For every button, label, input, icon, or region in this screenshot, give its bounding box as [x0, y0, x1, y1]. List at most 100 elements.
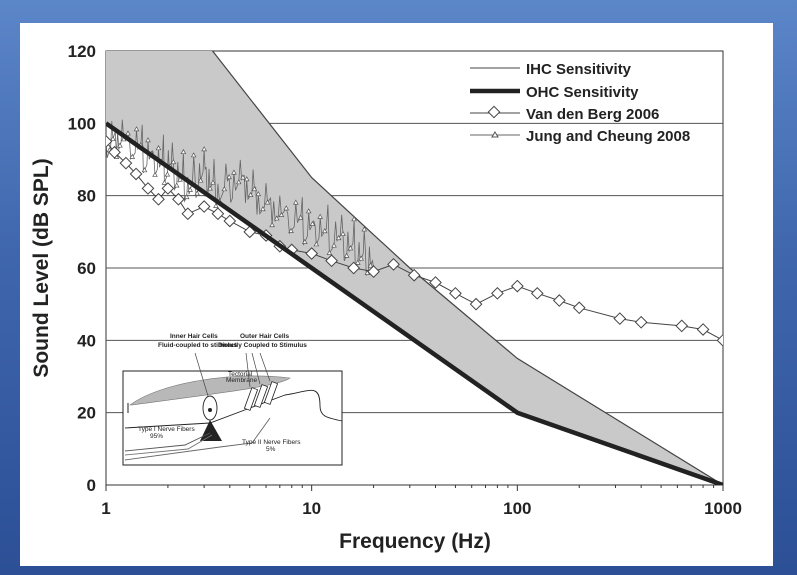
x-tick-label: 10 [302, 499, 321, 518]
jung-cheung-point [326, 249, 333, 255]
y-tick-label: 40 [77, 331, 96, 350]
van-den-berg-point [347, 261, 361, 275]
ohc-pointer-1 [245, 352, 251, 388]
jung-cheung-point [221, 186, 228, 192]
van-den-berg-point [108, 145, 121, 159]
jung-cheung-point [255, 190, 262, 197]
van-den-berg-point [634, 315, 648, 329]
van-den-berg-point [510, 279, 524, 293]
jung-cheung-point [302, 238, 308, 244]
outer-hair-cell-1 [243, 387, 259, 411]
tectorial-membrane-shape [129, 375, 291, 406]
jung-cheung-point [152, 171, 158, 177]
van-den-berg-point [181, 207, 195, 221]
inset-ohc-title: Outer Hair Cells [240, 333, 290, 340]
jung-cheung-point [343, 252, 350, 258]
van-den-berg-point [119, 156, 133, 170]
jung-cheung-point [145, 137, 151, 143]
jung-cheung-point [269, 221, 275, 228]
jung-cheung-point [133, 126, 140, 132]
jung-cheung-point [180, 148, 187, 155]
type1-fiber-a [124, 432, 211, 452]
inset-frame [122, 370, 343, 466]
ihc-sensitivity-line [211, 51, 723, 485]
jung-cheung-point [110, 135, 116, 141]
van-den-berg-point [696, 323, 710, 336]
van-den-berg-point [675, 319, 689, 333]
van-den-berg-point [325, 254, 338, 268]
jung-cheung-point [243, 176, 250, 182]
van-den-berg-point [152, 192, 165, 206]
legend-marker-jung [491, 131, 499, 138]
jung-cheung-point [141, 167, 148, 173]
ohc-sensitivity-line [106, 121, 723, 485]
ohc-pointer-2 [251, 352, 261, 385]
jung-cheung-point [125, 130, 131, 136]
jung-cheung-point [358, 255, 364, 261]
van-den-berg-point [387, 258, 400, 271]
van-den-berg-point [106, 135, 113, 148]
chart-panel: 0 20 40 60 80 100 120 1 10 100 1000 Frequency (Hz)… [20, 23, 773, 566]
jung-cheung-point [278, 211, 285, 217]
outer-hair-cell-2 [253, 384, 269, 408]
jung-cheung-point [197, 177, 204, 183]
pillar-cell [200, 420, 222, 441]
jung-cheung-point [177, 176, 183, 182]
legend-marker-vdb [487, 105, 501, 119]
jung-cheung-point [297, 214, 304, 220]
ihc-pointer [194, 352, 209, 397]
jung-cheung-point [129, 153, 136, 159]
jung-cheung-point [331, 242, 337, 248]
jung-cheung-point [264, 199, 271, 205]
jung-cheung-point [355, 259, 361, 265]
inset-tectorial-2: Membrane [226, 377, 257, 384]
jung-cheung-point [190, 152, 197, 158]
van-den-berg-point [223, 214, 237, 228]
van-den-berg-point [197, 200, 211, 213]
van-den-berg-point [491, 286, 504, 300]
inset-type2-1: Type II Nerve Fibers [242, 439, 301, 446]
jung-cheung-point [361, 226, 368, 232]
jung-cheung-point [367, 262, 374, 268]
inset-ihc-subtitle: Fluid-coupled to stimulus [158, 342, 237, 349]
inset-ohc-subtitle: Directly Coupled to Stimulus [218, 342, 307, 349]
y-tick-label: 20 [77, 404, 96, 423]
jung-cheung-point [226, 173, 232, 180]
jung-cheung-point [194, 190, 200, 196]
van-den-berg-point [469, 297, 483, 311]
legend-label-jung: Jung and Cheung 2008 [526, 128, 690, 145]
jung-cheung-point [351, 216, 357, 222]
x-tick-label: 100 [503, 499, 531, 518]
outer-hair-cell-3 [263, 381, 279, 405]
outer-hair-cells [194, 352, 279, 411]
y-tick-label: 100 [68, 114, 96, 133]
basilar-structure [124, 389, 343, 429]
van-den-berg-point [161, 182, 175, 195]
van-den-berg-point [367, 265, 380, 278]
jung-cheung-point [305, 208, 312, 214]
van-den-berg-point [429, 276, 442, 289]
series-lines [106, 51, 723, 485]
x-tick-label: 1 [101, 499, 110, 518]
van-den-berg-point [407, 268, 421, 282]
jung-cheung-point [260, 206, 266, 212]
van-den-berg-point [613, 312, 627, 325]
inset-ihc-title: Inner Hair Cells [170, 333, 218, 340]
jung-cheung-point [183, 194, 190, 200]
ohc-pointer-3 [259, 352, 271, 382]
jung-cheung-point [213, 202, 219, 208]
legend: IHC Sensitivity OHC Sensitivity Van den … [470, 61, 690, 145]
jung-cheung-point [251, 186, 258, 192]
van-den-berg-point [305, 247, 319, 260]
van-den-berg-point [530, 286, 544, 300]
inset-type1-1: Type I Nerve Fibers [138, 426, 195, 433]
jung-cheung-point [247, 191, 254, 197]
van-den-berg-point [172, 192, 185, 206]
jung-cheung-point [293, 199, 299, 205]
inset-type2-2: 5% [266, 446, 276, 453]
hair-cell-inset: Inner Hair Cells Fluid-coupled to stimul… [122, 333, 343, 466]
jung-cheung-point [155, 145, 162, 151]
jung-cheung-point [347, 245, 354, 251]
